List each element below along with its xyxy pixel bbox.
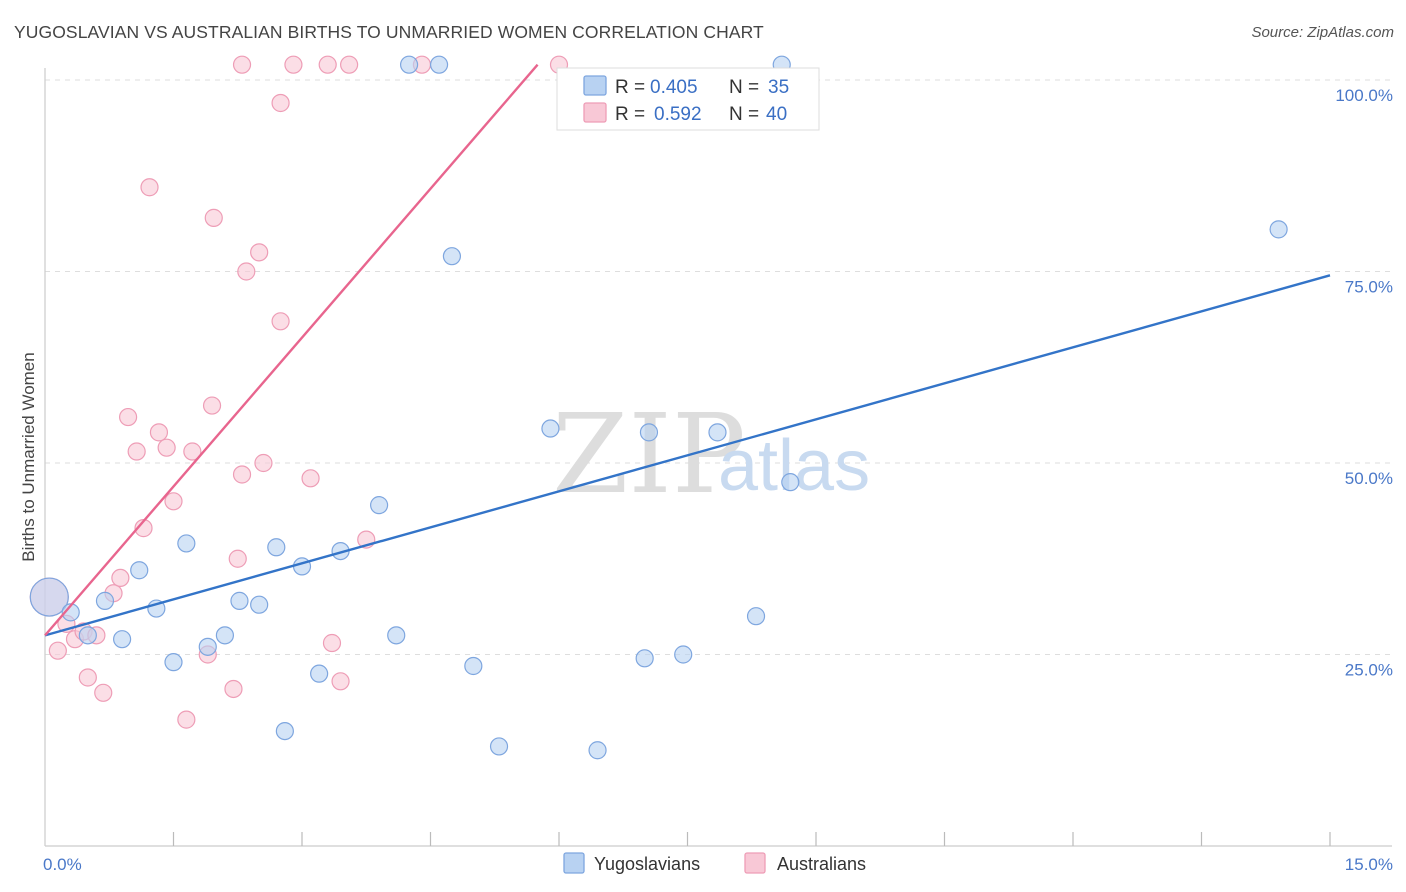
series-legend: Yugoslavians Australians — [563, 852, 866, 874]
yugoslavians-point-0 — [29, 577, 69, 617]
legend-r-label-2: R = — [615, 104, 645, 125]
yugoslavians-point-21 — [429, 55, 449, 74]
australians-point-9 — [111, 568, 130, 588]
yugoslavians-point-31 — [746, 607, 766, 626]
australians-point-31 — [284, 55, 303, 74]
source-credit: Source: ZipAtlas.com — [1251, 24, 1394, 41]
australians-point-18 — [183, 442, 202, 461]
y-axis-tick-labels: 25.0% 50.0% 75.0% 100.0% — [1335, 86, 1393, 680]
legend-r-value-1: 0.405 — [650, 77, 698, 98]
australians-point-17 — [177, 710, 196, 729]
australians-point-7 — [94, 683, 113, 702]
australians-point-1 — [48, 641, 67, 660]
australians-point-27 — [250, 243, 269, 262]
yugoslavians-point-13 — [267, 538, 286, 557]
yugoslavians-point-24 — [489, 737, 509, 756]
yugoslavians-point-22 — [442, 247, 462, 266]
australians-point-13 — [140, 178, 159, 197]
australians-point-26 — [237, 262, 256, 281]
yugoslavians-point-12 — [250, 595, 269, 614]
bottom-legend-label-yugoslavians: Yugoslavians — [594, 854, 700, 874]
australians-point-34 — [322, 633, 342, 653]
yugoslavians-trend-line — [44, 274, 1331, 637]
yugoslavians-point-16 — [310, 664, 329, 683]
yugoslavians-point-25 — [541, 419, 560, 438]
australians-point-15 — [157, 438, 176, 457]
australians-point-35 — [331, 672, 350, 691]
yugoslavians-point-11 — [230, 591, 249, 610]
legend-n-label-2: N = — [729, 104, 759, 125]
y-tick-label-50: 50.0% — [1345, 469, 1393, 488]
yugoslavians-point-27 — [635, 649, 654, 668]
yugoslavians-point-2 — [78, 626, 97, 645]
australians-point-30 — [271, 93, 290, 113]
gridlines — [45, 79, 1392, 655]
yugoslavians-point-4 — [112, 630, 132, 649]
australians-point-16 — [164, 492, 183, 511]
legend-swatch-australians — [583, 102, 607, 123]
yugoslavians-point-8 — [177, 534, 196, 553]
yugoslavians-point-14 — [275, 721, 294, 741]
australians-point-24 — [232, 55, 252, 74]
watermark-zip: ZIP — [552, 390, 746, 518]
australians-point-33 — [318, 55, 337, 74]
australians-point-22 — [224, 679, 243, 699]
yugoslavians-point-34 — [1269, 220, 1288, 239]
australians-point-21 — [204, 208, 223, 227]
australians-point-5 — [78, 668, 97, 687]
yugoslavians-point-33 — [781, 473, 800, 492]
x-tick-label-min: 0.0% — [43, 855, 82, 874]
bottom-legend-swatch-australians — [744, 852, 766, 874]
y-tick-label-25: 25.0% — [1345, 661, 1393, 680]
legend-n-label-1: N = — [729, 77, 759, 98]
yugoslavians-point-19 — [387, 626, 406, 645]
australians-point-10 — [118, 407, 138, 427]
australians-points — [29, 55, 569, 729]
yugoslavians-point-5 — [130, 561, 149, 580]
australians-point-11 — [127, 442, 146, 461]
legend-r-label-1: R = — [615, 77, 645, 98]
y-axis-label: Births to Unmarried Women — [19, 352, 38, 561]
yugoslavians-point-10 — [215, 626, 234, 645]
australians-point-36 — [340, 55, 359, 74]
australians-point-32 — [301, 469, 320, 488]
stats-legend: R = 0.405 N = 35 R = 0.592 N = 40 — [556, 67, 820, 131]
bottom-legend-label-australians: Australians — [777, 854, 866, 874]
x-axis-ticks — [172, 832, 1331, 846]
y-tick-label-100: 100.0% — [1335, 86, 1393, 105]
legend-n-value-2: 40 — [766, 104, 787, 125]
yugoslavians-point-30 — [708, 423, 727, 442]
australians-trend-line — [44, 63, 539, 637]
yugoslavians-point-26 — [588, 741, 607, 760]
australians-point-28 — [254, 453, 273, 473]
yugoslavians-point-23 — [464, 656, 483, 676]
yugoslavians-point-3 — [95, 591, 115, 610]
bottom-legend-swatch-yugoslavians — [563, 852, 585, 874]
x-tick-label-max: 15.0% — [1345, 855, 1393, 874]
watermark-atlas: atlas — [718, 426, 870, 506]
yugoslavians-points — [29, 55, 1288, 760]
legend-r-value-2: 0.592 — [654, 104, 702, 125]
trend-lines — [44, 63, 1331, 637]
y-tick-label-75: 75.0% — [1345, 278, 1393, 297]
yugoslavians-point-9 — [198, 637, 217, 656]
australians-point-14 — [149, 423, 169, 442]
yugoslavians-point-28 — [639, 423, 659, 442]
australians-point-29 — [271, 312, 290, 331]
chart-title: YUGOSLAVIAN VS AUSTRALIAN BIRTHS TO UNMA… — [14, 22, 764, 42]
legend-swatch-yugoslavians — [583, 75, 607, 96]
yugoslavians-point-29 — [674, 645, 693, 664]
yugoslavians-point-20 — [399, 55, 419, 74]
legend-n-value-1: 35 — [768, 77, 789, 98]
australians-point-25 — [228, 549, 247, 568]
yugoslavians-point-18 — [370, 496, 389, 515]
yugoslavians-point-7 — [164, 653, 183, 672]
australians-point-23 — [232, 465, 252, 484]
australians-point-20 — [202, 396, 222, 415]
